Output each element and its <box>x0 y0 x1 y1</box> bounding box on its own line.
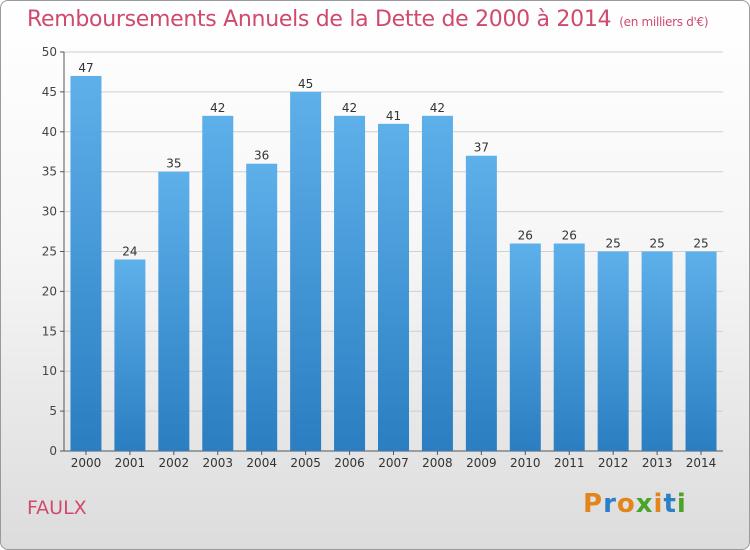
y-tick-label: 45 <box>42 85 57 99</box>
bar <box>334 115 366 451</box>
chart-title: Remboursements Annuels de la Dette de 20… <box>27 7 709 32</box>
logo-letter: x <box>635 489 654 519</box>
y-tick-label: 10 <box>42 364 57 378</box>
logo-letter: i <box>676 489 687 519</box>
x-tick-label: 2013 <box>642 456 673 470</box>
data-label: 25 <box>606 237 621 251</box>
y-tick-label: 20 <box>42 284 57 298</box>
x-tick-label: 2008 <box>422 456 453 470</box>
y-tick-label: 0 <box>49 444 57 458</box>
bar <box>202 115 234 451</box>
data-label: 25 <box>649 237 664 251</box>
data-label: 42 <box>342 101 357 115</box>
chart-subtitle: (en milliers d'€) <box>619 15 709 29</box>
bar <box>246 163 278 451</box>
x-tick-label: 2014 <box>686 456 717 470</box>
data-label: 35 <box>166 157 181 171</box>
x-tick-label: 2006 <box>334 456 365 470</box>
logo-letter: t <box>663 489 677 519</box>
data-label: 42 <box>210 101 225 115</box>
data-label: 25 <box>693 237 708 251</box>
x-tick-label: 2004 <box>246 456 277 470</box>
x-tick-label: 2007 <box>378 456 409 470</box>
logo-letter: i <box>653 489 664 519</box>
data-label: 26 <box>562 229 577 243</box>
proxiti-logo: Proxiti <box>583 489 687 519</box>
data-label: 24 <box>122 244 137 258</box>
x-tick-label: 2001 <box>115 456 146 470</box>
x-tick-label: 2012 <box>598 456 629 470</box>
y-tick-label: 15 <box>42 324 57 338</box>
data-label: 45 <box>298 77 313 91</box>
data-label: 37 <box>474 141 489 155</box>
x-tick-label: 2005 <box>290 456 321 470</box>
logo-letter: r <box>603 489 617 519</box>
chart-title-text: Remboursements Annuels de la Dette de 20… <box>27 7 612 32</box>
y-tick-label: 30 <box>42 205 57 219</box>
data-label: 36 <box>254 149 269 163</box>
bar <box>114 259 146 451</box>
bar <box>378 123 409 451</box>
bar <box>421 115 453 451</box>
y-tick-label: 5 <box>49 404 57 418</box>
data-label: 42 <box>430 101 445 115</box>
data-label: 41 <box>386 109 401 123</box>
y-tick-label: 50 <box>42 45 57 59</box>
bar <box>70 75 102 451</box>
bar <box>158 171 190 451</box>
bar <box>641 251 673 451</box>
data-label: 26 <box>518 229 533 243</box>
commune-name: FAULX <box>27 497 87 519</box>
logo-letter: o <box>616 489 636 519</box>
x-tick-label: 2010 <box>510 456 541 470</box>
x-tick-label: 2000 <box>71 456 102 470</box>
bar <box>465 155 497 452</box>
logo-letter: P <box>583 489 604 519</box>
x-tick-label: 2003 <box>202 456 233 470</box>
y-tick-label: 25 <box>42 245 57 259</box>
bar <box>553 243 585 451</box>
bar <box>685 251 717 451</box>
y-tick-label: 40 <box>42 125 57 139</box>
y-tick-label: 35 <box>42 165 57 179</box>
x-tick-label: 2009 <box>466 456 497 470</box>
bar <box>290 91 322 452</box>
data-label: 47 <box>78 61 93 75</box>
x-tick-label: 2002 <box>159 456 190 470</box>
x-tick-label: 2011 <box>554 456 585 470</box>
bar <box>597 251 629 451</box>
bar <box>509 243 541 451</box>
